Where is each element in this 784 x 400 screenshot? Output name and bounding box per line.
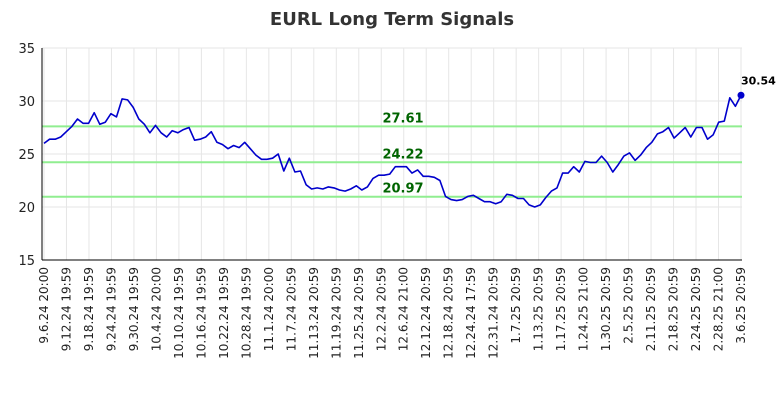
- x-tick-label: 10.4.24 20:00: [149, 267, 163, 351]
- x-tick-label: 9.6.24 20:00: [37, 267, 51, 344]
- last-value-label: 30.54: [741, 74, 776, 87]
- x-tick-label: 12.6.24 21:00: [397, 267, 411, 351]
- x-tick-label: 12.12.24 20:59: [419, 267, 433, 359]
- y-axis-ticks: 15 20 25 30 35: [18, 42, 35, 269]
- x-tick-label: 2.28.25 21:00: [712, 267, 726, 351]
- signal-levels: 27.61 24.22 20.97: [42, 111, 742, 198]
- x-tick-label: 2.11.25 20:59: [644, 267, 658, 351]
- chart-title: EURL Long Term Signals: [270, 9, 514, 30]
- y-tick-label: 20: [18, 201, 35, 216]
- x-tick-label: 11.1.24 20:00: [262, 267, 276, 351]
- price-series: 30.54: [43, 74, 776, 208]
- x-tick-label: 10.16.24 19:59: [194, 267, 208, 359]
- y-tick-label: 30: [18, 95, 35, 110]
- x-axis-ticks: 9.6.24 20:00 9.12.24 19:59 9.18.24 19:59 9.…: [37, 267, 748, 359]
- x-tick-label: 11.7.24 20:59: [284, 267, 298, 351]
- x-tick-label: 1.7.25 20:59: [509, 267, 523, 344]
- x-tick-label: 1.30.25 20:59: [599, 267, 613, 351]
- x-tick-label: 1.13.25 20:59: [532, 267, 546, 351]
- x-tick-label: 9.24.24 19:59: [104, 267, 118, 351]
- y-tick-label: 25: [18, 148, 35, 163]
- y-tick-label: 15: [18, 254, 35, 269]
- y-tick-label: 35: [18, 42, 35, 57]
- x-tick-label: 11.19.24 20:59: [329, 267, 343, 359]
- x-tick-label: 10.10.24 19:59: [172, 267, 186, 359]
- x-tick-label: 9.18.24 19:59: [82, 267, 96, 351]
- x-tick-label: 10.28.24 19:59: [239, 267, 253, 359]
- x-tick-label: 11.13.24 20:59: [307, 267, 321, 359]
- x-tick-label: 2.18.25 20:59: [667, 267, 681, 351]
- x-tick-label: 2.24.25 20:59: [689, 267, 703, 351]
- x-tick-label: 2.5.25 20:59: [622, 267, 636, 344]
- x-tick-label: 9.30.24 19:59: [127, 267, 141, 351]
- price-line: [43, 94, 742, 208]
- signal-level-label: 24.22: [382, 147, 423, 162]
- x-tick-label: 1.24.25 21:00: [577, 267, 591, 351]
- grid: [42, 47, 742, 261]
- x-tick-label: 12.2.24 20:59: [374, 267, 388, 351]
- x-tick-label: 10.22.24 19:59: [217, 267, 231, 359]
- last-value-marker: [737, 91, 745, 99]
- x-tick-label: 3.6.25 20:59: [734, 267, 748, 344]
- x-tick-label: 9.12.24 19:59: [59, 267, 73, 351]
- x-tick-label: 1.17.25 20:59: [554, 267, 568, 351]
- x-tick-label: 12.18.24 20:59: [442, 267, 456, 359]
- axes: [41, 48, 742, 261]
- x-tick-label: 11.25.24 20:59: [352, 267, 366, 359]
- x-tick-label: 12.24.24 17:59: [464, 267, 478, 359]
- signal-level-label: 20.97: [382, 182, 423, 197]
- x-tick-label: 12.31.24 20:59: [487, 267, 501, 359]
- signal-level-label: 27.61: [382, 111, 423, 126]
